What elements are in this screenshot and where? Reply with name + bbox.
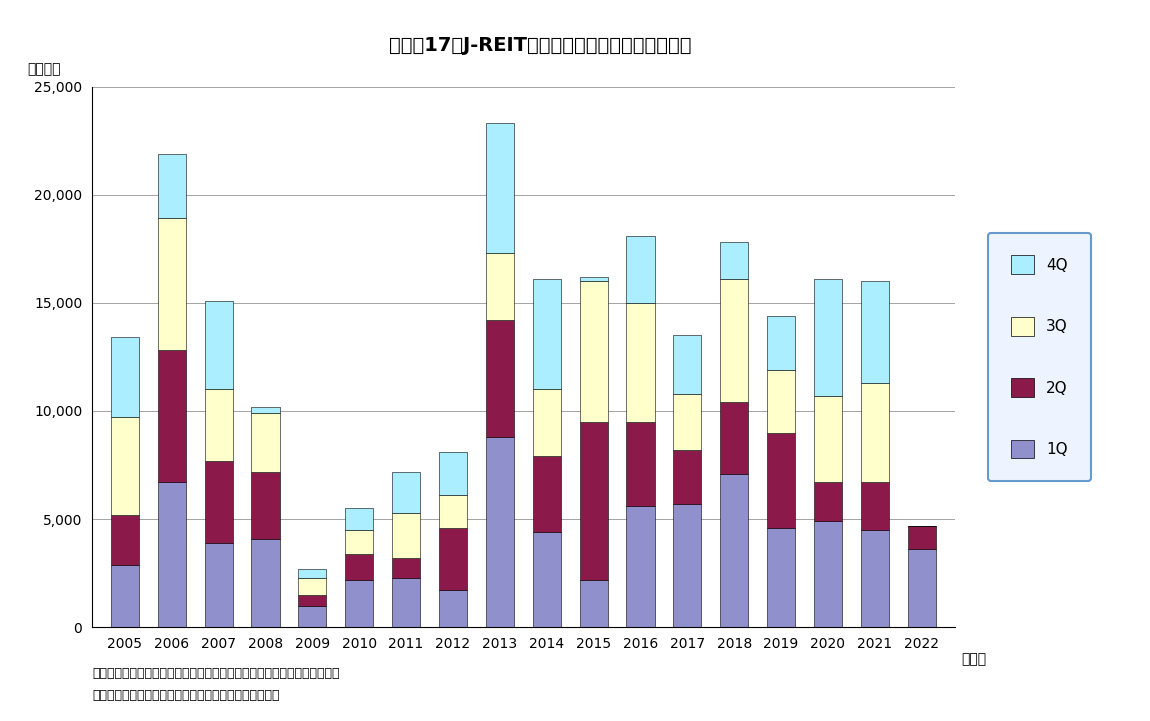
Bar <box>392 472 420 513</box>
Text: （年）: （年） <box>961 653 987 666</box>
Bar <box>485 123 514 253</box>
Bar <box>673 504 702 627</box>
Bar <box>532 456 561 532</box>
Bar <box>860 383 889 482</box>
Text: （出所）開示データをもとにニッセイ基礎研究所が作成: （出所）開示データをもとにニッセイ基礎研究所が作成 <box>92 689 279 702</box>
Bar <box>439 590 467 627</box>
Bar <box>298 606 327 627</box>
Bar <box>345 580 374 627</box>
Bar <box>485 437 514 627</box>
Bar <box>767 528 795 627</box>
Bar <box>580 422 607 580</box>
Bar <box>298 595 327 606</box>
Bar <box>720 402 749 474</box>
Text: 図表－17　J-REITによる物件取得額（四半期毎）: 図表－17 J-REITによる物件取得額（四半期毎） <box>389 36 692 55</box>
Bar <box>485 253 514 320</box>
Bar <box>907 526 936 549</box>
Bar <box>673 450 702 504</box>
Bar <box>580 277 607 281</box>
Bar <box>158 218 186 350</box>
Bar <box>814 396 842 482</box>
Bar <box>814 482 842 521</box>
Bar <box>392 578 420 627</box>
Text: （注）引渡しベース。新規上場以前の取得物件は上場日に取得したと想定: （注）引渡しベース。新規上場以前の取得物件は上場日に取得したと想定 <box>92 667 339 680</box>
Bar <box>110 417 139 515</box>
Bar <box>814 521 842 627</box>
Bar <box>720 474 749 627</box>
Bar <box>298 569 327 578</box>
Bar <box>627 506 654 627</box>
Bar <box>673 335 702 394</box>
Bar <box>205 543 232 627</box>
Bar <box>252 413 279 472</box>
Bar <box>767 370 795 433</box>
Bar <box>205 461 232 543</box>
Bar <box>110 337 139 417</box>
Bar <box>532 279 561 389</box>
Bar <box>392 558 420 578</box>
Bar <box>345 508 374 530</box>
Legend: 4Q, 3Q, 2Q, 1Q: 4Q, 3Q, 2Q, 1Q <box>988 233 1090 481</box>
Bar <box>158 482 186 627</box>
Bar <box>814 279 842 396</box>
Bar <box>580 281 607 422</box>
Bar <box>298 578 327 595</box>
Bar <box>580 580 607 627</box>
Bar <box>252 539 279 627</box>
Bar <box>860 530 889 627</box>
Bar <box>532 532 561 627</box>
Bar <box>720 279 749 402</box>
Bar <box>110 515 139 565</box>
Bar <box>205 301 232 389</box>
Bar <box>907 549 936 627</box>
Bar <box>158 154 186 218</box>
Bar <box>860 281 889 383</box>
Bar <box>110 565 139 627</box>
Bar <box>720 242 749 279</box>
Text: （億円）: （億円） <box>28 62 61 76</box>
Bar <box>627 422 654 506</box>
Bar <box>252 472 279 539</box>
Bar <box>767 433 795 528</box>
Bar <box>345 530 374 554</box>
Bar <box>392 513 420 558</box>
Bar <box>439 528 467 590</box>
Bar <box>860 482 889 530</box>
Bar <box>627 303 654 422</box>
Bar <box>673 394 702 450</box>
Bar <box>532 389 561 456</box>
Bar <box>345 554 374 580</box>
Bar <box>158 350 186 482</box>
Bar <box>627 236 654 303</box>
Bar <box>439 452 467 495</box>
Bar <box>767 316 795 370</box>
Bar <box>205 389 232 461</box>
Bar <box>485 320 514 437</box>
Bar <box>252 407 279 413</box>
Bar <box>439 495 467 528</box>
